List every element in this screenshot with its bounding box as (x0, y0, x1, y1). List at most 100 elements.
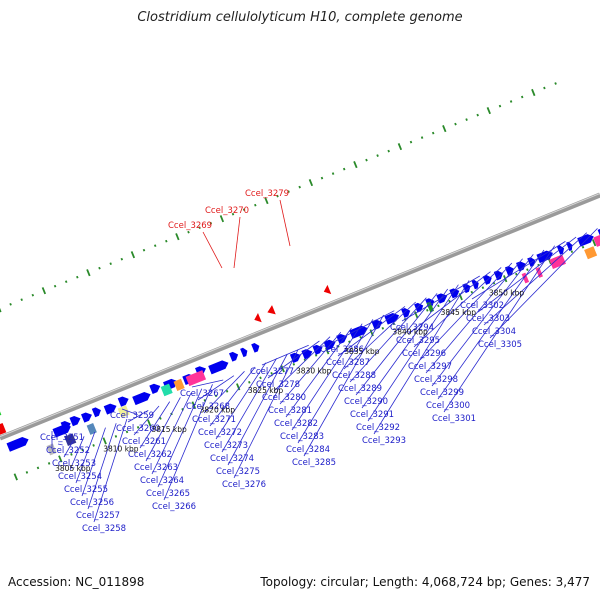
gene-label: Ccel_3258 (82, 524, 126, 534)
gene-label: Ccel_3275 (216, 467, 260, 477)
gene-label-reverse: Ccel_3269 (168, 221, 212, 231)
leader-line (69, 436, 85, 471)
gene-label: Ccel_3281 (268, 406, 312, 416)
leader-line-reverse (233, 216, 241, 269)
leader-line (303, 314, 384, 457)
gene-label: Ccel_3260 (116, 424, 160, 434)
leader-line (337, 306, 406, 357)
inner-tick (481, 286, 485, 290)
outer-tick (431, 131, 435, 135)
inner-tick (47, 462, 51, 465)
inner-tick (92, 444, 95, 447)
outer-tick (486, 107, 491, 115)
leader-line (203, 371, 245, 414)
gene-label: Ccel_3298 (414, 375, 458, 385)
outer-tick (86, 269, 91, 277)
leader-line (431, 254, 534, 387)
leader-line (349, 297, 427, 383)
inner-tick (437, 304, 440, 308)
gene-label: Ccel_3294 (390, 323, 434, 333)
gene-label: Ccel_3280 (262, 393, 306, 403)
gene-feature (584, 246, 598, 260)
leader-line (331, 310, 395, 344)
leader-line (227, 353, 288, 466)
leader-line (157, 388, 203, 488)
gene-track (0, 228, 600, 456)
outer-tick (109, 262, 112, 266)
inner-tick (191, 401, 196, 409)
outer-tick (509, 100, 513, 103)
reverse-gene-arrow (267, 305, 276, 315)
outer-tick (476, 113, 479, 117)
gene-label: Ccel_3285 (292, 458, 336, 468)
gene-label: Ccel_3277 (250, 367, 294, 377)
outer-tick (64, 280, 68, 284)
outer-tick (187, 230, 190, 234)
leader-line (209, 366, 256, 427)
kbp-label: 3835 kbp (344, 347, 380, 356)
leader-line (373, 280, 470, 435)
gene-label: Ccel_3289 (338, 384, 382, 394)
accession-text: Accession: NC_011898 (8, 575, 145, 589)
outer-tick (543, 86, 546, 90)
gene-label: Ccel_3288 (332, 371, 376, 381)
leader-line (261, 344, 309, 366)
leader-line (401, 275, 481, 322)
gene-label: Ccel_3301 (432, 414, 476, 424)
inner-tick (136, 426, 140, 429)
leader-line (471, 241, 566, 300)
gene-label: Ccel_3278 (256, 380, 300, 390)
genome-backbone (0, 192, 600, 441)
leader-line (57, 443, 63, 446)
gene-labels: Ccel_3251 Ccel_3252 Ccel_3253 Ccel_3254 Ccel… (40, 189, 522, 534)
gene-arrow (149, 383, 161, 394)
leader-line (127, 409, 149, 423)
leader-line (489, 228, 598, 339)
inner-tick (314, 353, 318, 357)
gene-arrow (401, 308, 411, 318)
outer-tick (231, 212, 235, 216)
gene-feature (160, 383, 173, 397)
outer-tick (554, 82, 557, 85)
leader-line (361, 288, 449, 409)
gene-label: Ccel_3296 (402, 349, 446, 359)
outer-tick (320, 176, 324, 180)
gene-arrow (349, 325, 368, 339)
inner-tick (259, 376, 262, 380)
gene-label: Ccel_3271 (192, 415, 236, 425)
gene-label: Ccel_3282 (274, 419, 318, 429)
reverse-gene-arrow (254, 313, 262, 323)
gene-arrow (493, 270, 503, 281)
gene-label: Ccel_3291 (350, 410, 394, 420)
leader-line (191, 379, 224, 388)
leader-line (145, 397, 181, 462)
gene-feature (64, 433, 77, 447)
leader-line (63, 440, 74, 458)
kbp-label: 3820 kbp (200, 406, 236, 415)
kbp-label: 3815 kbp (151, 425, 187, 434)
leader-line (87, 423, 117, 510)
gene-feature (185, 370, 207, 387)
gene-label: Ccel_3268 (186, 402, 230, 412)
kbp-label: 3840 kbp (392, 328, 428, 337)
leader-line (139, 401, 171, 449)
gene-label: Ccel_3286 (320, 345, 364, 355)
gene-label: Ccel_3253 (52, 459, 96, 469)
kbp-label: 3825 kbp (248, 386, 284, 395)
reverse-gene-arrow (323, 284, 332, 295)
outer-tick (41, 287, 47, 295)
gene-label: Ccel_3259 (110, 411, 154, 421)
outer-tick (53, 284, 57, 288)
gene-label: Ccel_3265 (146, 489, 190, 499)
gene-label: Ccel_3254 (58, 472, 102, 482)
gene-label: Ccel_3252 (46, 446, 90, 456)
gene-feature (117, 405, 130, 418)
gene-arrow (132, 391, 151, 406)
kbp-label: 3845 kbp (441, 308, 477, 317)
outer-tick (308, 179, 314, 187)
leader-line (267, 340, 320, 379)
gene-arrow (229, 351, 239, 362)
outer-tick (120, 257, 124, 261)
outer-tick (219, 215, 225, 223)
gene-feature (86, 422, 97, 435)
